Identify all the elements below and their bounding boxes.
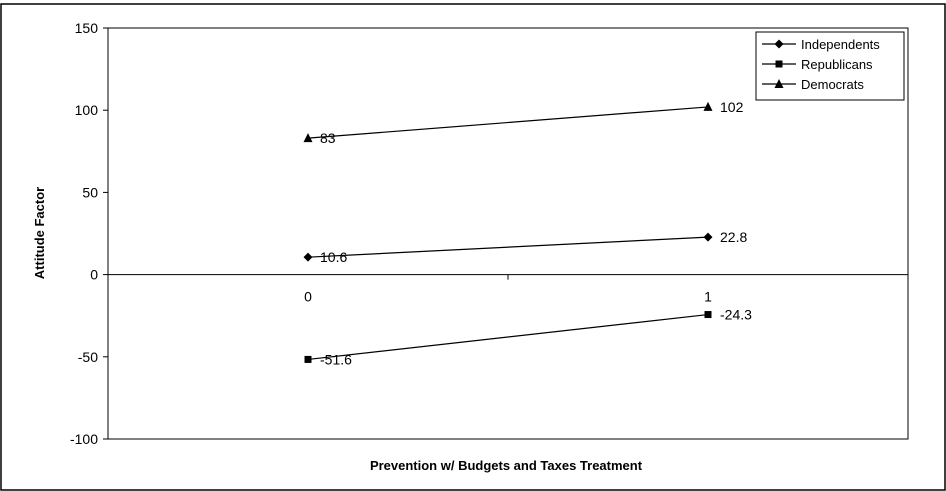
data-label: 83 (320, 130, 336, 146)
series-republicans: -51.6 -24.3 (304, 307, 752, 367)
series-independents: 10.6 22.8 (303, 229, 747, 265)
data-point (703, 101, 713, 111)
data-label: 102 (720, 99, 744, 115)
data-point (704, 311, 712, 319)
y-tick-label: 100 (75, 102, 99, 118)
data-point (303, 133, 313, 143)
data-point (304, 355, 312, 363)
x-tick-label: 0 (304, 289, 312, 305)
series-line (307, 106, 709, 139)
legend-item: Independents (762, 37, 880, 52)
legend: Independents Republicans Democrats (755, 31, 905, 101)
x-tick-label: 1 (704, 289, 712, 305)
series-democrats: 83 102 (303, 99, 744, 146)
y-tick-label: 50 (82, 184, 98, 200)
x-axis-title: Prevention w/ Budgets and Taxes Treatmen… (370, 458, 643, 473)
legend-marker (775, 60, 783, 68)
legend-item: Republicans (762, 57, 873, 72)
legend-label: Independents (801, 37, 880, 52)
data-point (703, 232, 713, 242)
legend-item: Democrats (762, 77, 864, 92)
series-layer: 10.6 22.8 -51.6 -24.3 83 102 (303, 99, 752, 367)
y-tick-label: 150 (75, 20, 99, 36)
y-tick-label: -100 (70, 431, 98, 447)
legend-label: Democrats (801, 77, 864, 92)
series-line (307, 313, 709, 361)
legend-label: Republicans (801, 57, 873, 72)
data-label: 10.6 (320, 249, 347, 265)
y-tick-label: 0 (90, 267, 98, 283)
data-point (303, 252, 313, 262)
y-axis-ticks: 150 100 50 0 -50 -100 (70, 20, 108, 447)
y-axis-title: Attitude Factor (32, 187, 47, 279)
data-label: -51.6 (320, 351, 352, 367)
data-label: 22.8 (720, 229, 747, 245)
legend-marker (774, 39, 784, 49)
data-label: -24.3 (720, 307, 752, 323)
series-line (307, 236, 709, 258)
y-tick-label: -50 (78, 349, 98, 365)
legend-marker (774, 79, 784, 88)
